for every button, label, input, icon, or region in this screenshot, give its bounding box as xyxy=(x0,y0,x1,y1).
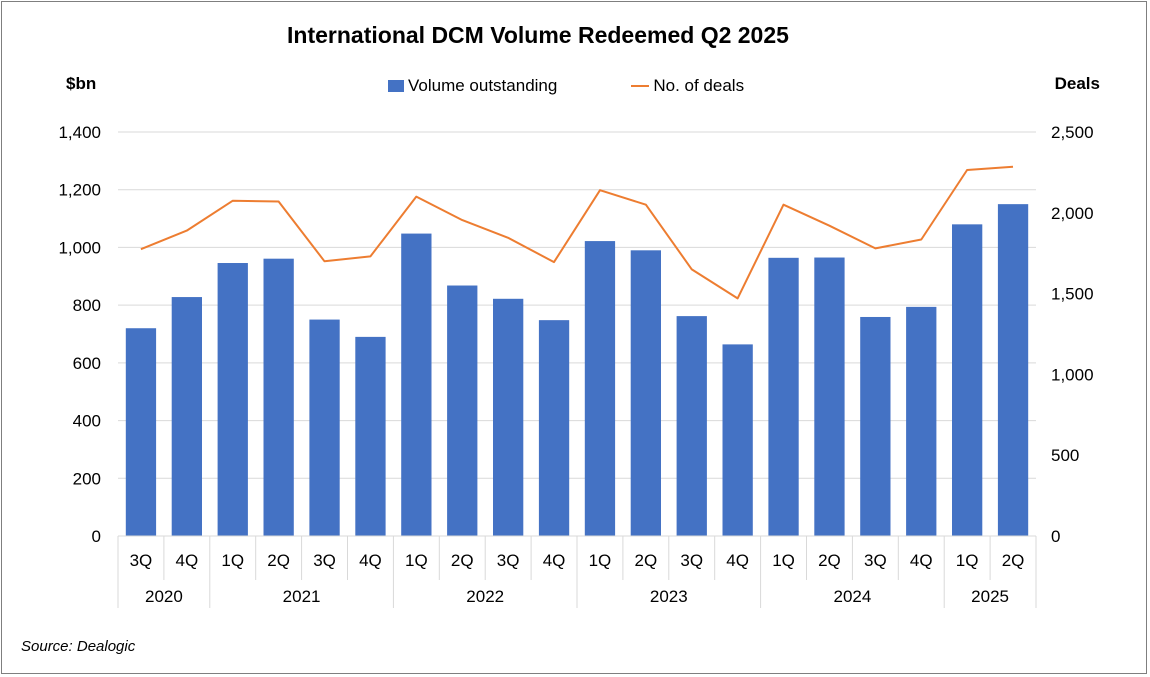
category-label: 1Q xyxy=(956,551,979,570)
year-label: 2020 xyxy=(145,587,183,606)
year-label: 2024 xyxy=(833,587,871,606)
bar xyxy=(906,306,937,536)
category-label: 2Q xyxy=(635,551,658,570)
bar xyxy=(263,258,294,536)
source-note: Source: Dealogic xyxy=(21,638,136,655)
bar xyxy=(125,328,157,536)
right-tick-label: 0 xyxy=(1051,527,1060,546)
bar xyxy=(768,257,799,536)
category-label: 4Q xyxy=(726,551,749,570)
category-label: 2Q xyxy=(267,551,290,570)
left-tick-label: 1,400 xyxy=(58,123,101,142)
year-label: 2023 xyxy=(650,587,688,606)
bar xyxy=(676,316,707,536)
bar xyxy=(722,344,753,536)
left-tick-label: 200 xyxy=(73,469,101,488)
category-label: 2Q xyxy=(818,551,841,570)
bar xyxy=(171,297,202,536)
year-label: 2021 xyxy=(283,587,321,606)
legend: Volume outstanding No. of deals xyxy=(388,76,818,96)
left-tick-label: 1,000 xyxy=(58,238,101,257)
year-label: 2022 xyxy=(466,587,504,606)
category-label: 4Q xyxy=(910,551,933,570)
right-tick-label: 2,500 xyxy=(1051,123,1094,142)
category-label: 3Q xyxy=(130,551,153,570)
category-label: 2Q xyxy=(1002,551,1025,570)
bar xyxy=(493,298,524,536)
bar xyxy=(952,224,983,537)
bar xyxy=(584,241,616,536)
left-tick-label: 400 xyxy=(73,412,101,431)
right-axis-title: Deals xyxy=(1054,74,1100,93)
left-axis-title: $bn xyxy=(66,74,97,93)
category-label: 4Q xyxy=(176,551,199,570)
deals-line xyxy=(140,165,1014,300)
left-tick-label: 0 xyxy=(92,527,101,546)
chart-title: International DCM Volume Redeemed Q2 202… xyxy=(287,22,789,48)
category-label: 1Q xyxy=(405,551,428,570)
category-label: 4Q xyxy=(543,551,566,570)
right-tick-label: 2,000 xyxy=(1051,204,1094,223)
legend-item-deals: No. of deals xyxy=(631,76,744,96)
category-label: 3Q xyxy=(864,551,887,570)
right-tick-label: 1,500 xyxy=(1051,285,1094,304)
year-label: 2025 xyxy=(971,587,1009,606)
bar xyxy=(447,285,478,536)
bar xyxy=(630,250,661,537)
legend-swatch-deals xyxy=(631,85,650,87)
legend-label-volume: Volume outstanding xyxy=(408,76,558,95)
category-label: 3Q xyxy=(497,551,520,570)
bar xyxy=(401,233,432,536)
right-tick-label: 500 xyxy=(1051,446,1079,465)
legend-swatch-volume xyxy=(388,80,404,92)
legend-label-deals: No. of deals xyxy=(653,76,745,95)
bar xyxy=(814,257,845,536)
bar xyxy=(355,336,386,536)
category-label: 1Q xyxy=(772,551,795,570)
bar xyxy=(538,320,570,536)
category-label: 1Q xyxy=(221,551,244,570)
left-tick-label: 1,200 xyxy=(58,181,101,200)
bar xyxy=(217,263,248,536)
right-tick-label: 1,000 xyxy=(1051,365,1094,384)
left-tick-label: 800 xyxy=(73,296,101,315)
left-tick-label: 600 xyxy=(73,354,101,373)
category-label: 3Q xyxy=(680,551,703,570)
category-label: 3Q xyxy=(313,551,336,570)
category-label: 4Q xyxy=(359,551,382,570)
bar xyxy=(997,204,1029,536)
category-label: 2Q xyxy=(451,551,474,570)
bar xyxy=(309,319,340,536)
bar xyxy=(860,316,891,536)
legend-item-volume: Volume outstanding xyxy=(388,76,557,96)
category-label: 1Q xyxy=(589,551,612,570)
